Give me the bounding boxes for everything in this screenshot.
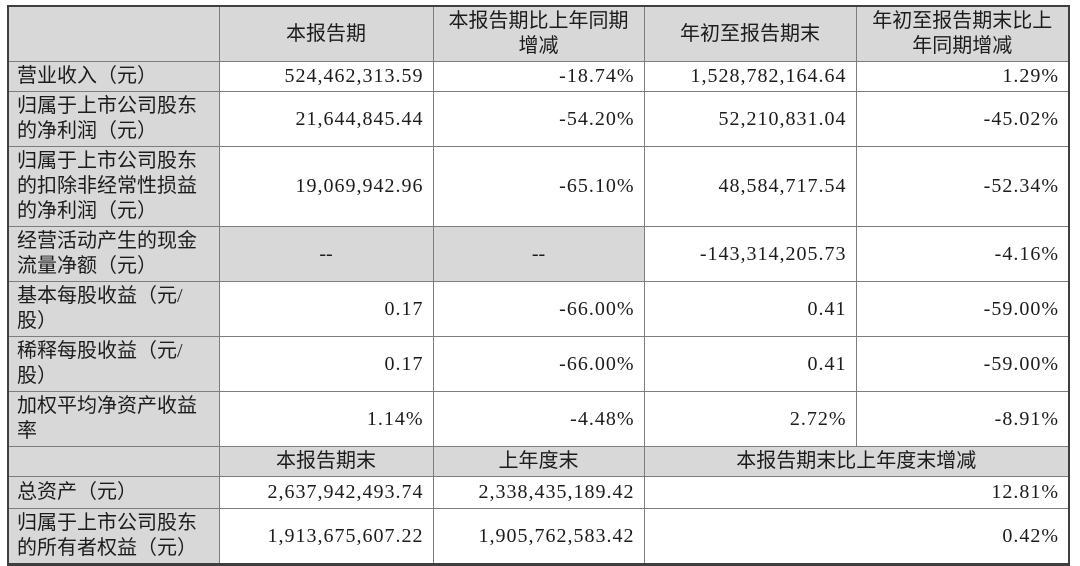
value-current-period-na: -- (218, 226, 434, 282)
value-change: 12.81% (643, 476, 1070, 509)
header-ytd: 年初至报告期末 (643, 5, 857, 62)
row-label: 加权平均净资产收益 率 (7, 391, 220, 447)
value-prior-year-end: 1,905,762,583.42 (432, 508, 645, 565)
value-ytd: 1,528,782,164.64 (643, 61, 857, 92)
value-ytd-vs-prior-yoy: 1.29% (855, 61, 1070, 92)
row-label: 总资产（元） (7, 476, 220, 509)
table-row-total-assets: 总资产（元） 2,637,942,493.74 2,338,435,189.42… (7, 476, 1070, 509)
value-current-vs-prior-yoy: -54.20% (432, 91, 645, 147)
value-ytd: 0.41 (643, 281, 857, 337)
table-row-equity-attributable-to-shareholders: 归属于上市公司股东 的所有者权益（元） 1,913,675,607.22 1,9… (7, 508, 1070, 565)
value-current-period: 524,462,313.59 (218, 61, 434, 92)
row-label: 经营活动产生的现金 流量净额（元） (7, 226, 220, 282)
value-ytd-vs-prior-yoy: -59.00% (855, 281, 1070, 337)
value-ytd: 48,584,717.54 (643, 146, 857, 227)
row-label: 归属于上市公司股东 的所有者权益（元） (7, 508, 220, 565)
value-current-period: 21,644,845.44 (218, 91, 434, 147)
value-current-period: 19,069,942.96 (218, 146, 434, 227)
table-row-diluted-eps: 稀释每股收益（元/ 股） 0.17 -66.00% 0.41 -59.00% (7, 336, 1070, 392)
table-row-operating-revenue: 营业收入（元） 524,462,313.59 -18.74% 1,528,782… (7, 61, 1070, 92)
header-prior-year-end: 上年度末 (432, 446, 645, 477)
value-ytd-vs-prior-yoy: -52.34% (855, 146, 1070, 227)
table-row-basic-eps: 基本每股收益（元/ 股） 0.17 -66.00% 0.41 -59.00% (7, 281, 1070, 337)
row-label: 归属于上市公司股东 的净利润（元） (7, 91, 220, 147)
value-current-vs-prior-yoy: -4.48% (432, 391, 645, 447)
value-current-vs-prior-yoy: -66.00% (432, 281, 645, 337)
value-current-period: 0.17 (218, 336, 434, 392)
table-row-net-profit: 归属于上市公司股东 的净利润（元） 21,644,845.44 -54.20% … (7, 91, 1070, 147)
value-ytd-vs-prior-yoy: -45.02% (855, 91, 1070, 147)
value-ytd-vs-prior-yoy: -59.00% (855, 336, 1070, 392)
value-current-vs-prior-yoy-na: -- (432, 226, 645, 282)
value-period-end: 2,637,942,493.74 (218, 476, 434, 509)
table-row-weighted-avg-roe: 加权平均净资产收益 率 1.14% -4.48% 2.72% -8.91% (7, 391, 1070, 447)
value-current-period: 0.17 (218, 281, 434, 337)
value-ytd: 52,210,831.04 (643, 91, 857, 147)
row-label: 稀释每股收益（元/ 股） (7, 336, 220, 392)
table-row-net-profit-excl-nonrecurring: 归属于上市公司股东 的扣除非经常性损益 的净利润（元） 19,069,942.9… (7, 146, 1070, 227)
header-ytd-vs-prior-yoy: 年初至报告期末比上 年同期增减 (855, 5, 1070, 62)
value-ytd: 0.41 (643, 336, 857, 392)
row-label: 基本每股收益（元/ 股） (7, 281, 220, 337)
value-prior-year-end: 2,338,435,189.42 (432, 476, 645, 509)
value-change: 0.42% (643, 508, 1070, 565)
row-label: 营业收入（元） (7, 61, 220, 92)
section1-header-row: 本报告期 本报告期比上年同期 增减 年初至报告期末 年初至报告期末比上 年同期增… (7, 5, 1070, 62)
financial-summary-table: 本报告期 本报告期比上年同期 增减 年初至报告期末 年初至报告期末比上 年同期增… (7, 5, 1070, 566)
header-period-end-vs-prior-year-end: 本报告期末比上年度末增减 (643, 446, 1070, 477)
value-current-vs-prior-yoy: -66.00% (432, 336, 645, 392)
header-period-end: 本报告期末 (218, 446, 434, 477)
value-ytd-vs-prior-yoy: -4.16% (855, 226, 1070, 282)
header-empty-cell (7, 5, 220, 62)
value-current-vs-prior-yoy: -65.10% (432, 146, 645, 227)
value-current-vs-prior-yoy: -18.74% (432, 61, 645, 92)
header-empty-cell (7, 446, 220, 477)
header-current-vs-prior-yoy: 本报告期比上年同期 增减 (432, 5, 645, 62)
value-period-end: 1,913,675,607.22 (218, 508, 434, 565)
value-ytd: -143,314,205.73 (643, 226, 857, 282)
value-ytd-vs-prior-yoy: -8.91% (855, 391, 1070, 447)
row-label: 归属于上市公司股东 的扣除非经常性损益 的净利润（元） (7, 146, 220, 227)
header-current-period: 本报告期 (218, 5, 434, 62)
section2-header-row: 本报告期末 上年度末 本报告期末比上年度末增减 (7, 446, 1070, 477)
value-current-period: 1.14% (218, 391, 434, 447)
table-row-operating-cash-flow: 经营活动产生的现金 流量净额（元） -- -- -143,314,205.73 … (7, 226, 1070, 282)
value-ytd: 2.72% (643, 391, 857, 447)
